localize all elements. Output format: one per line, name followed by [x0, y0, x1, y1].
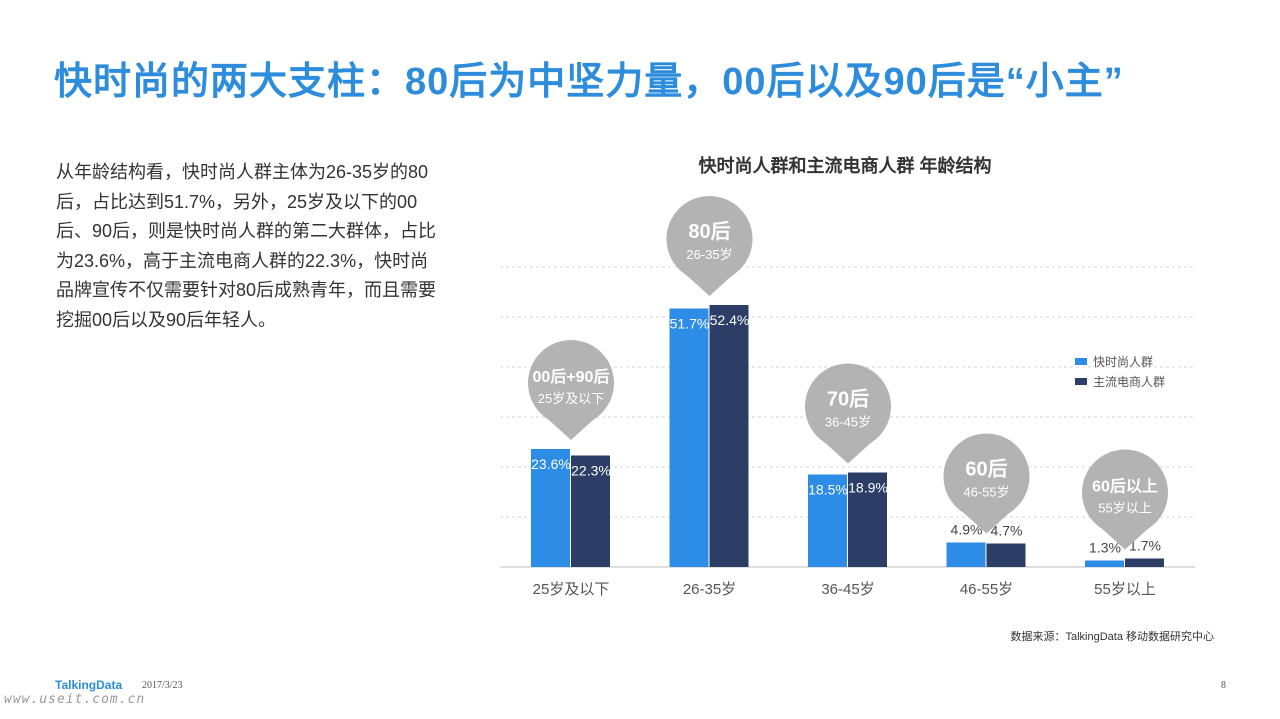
- chart-title: 快时尚人群和主流电商人群 年龄结构: [698, 156, 992, 176]
- data-label: 22.3%: [571, 463, 611, 479]
- annotation-sub: 55岁以上: [1098, 501, 1151, 516]
- data-label: 1.7%: [1129, 538, 1161, 554]
- legend-swatch: [1075, 378, 1087, 385]
- annotation-sub: 46-55岁: [963, 485, 1009, 500]
- talkingdata-logo: TalkingData: [55, 678, 123, 692]
- legend-label: 主流电商人群: [1093, 374, 1165, 389]
- bar-fast-fashion: [531, 449, 570, 567]
- x-tick-label: 36-45岁: [821, 581, 874, 598]
- annotation-bubble: [666, 196, 753, 282]
- annotation-bubble: [1082, 449, 1168, 536]
- data-label: 4.7%: [991, 523, 1023, 539]
- watermark: www.useit.com.cn: [4, 692, 146, 707]
- data-label: 23.6%: [531, 456, 571, 472]
- page-title: 快时尚的两大支柱：80后为中坚力量，00后以及90后是“小主”: [54, 61, 1124, 103]
- source-note: 数据来源：TalkingData 移动数据研究中心: [1010, 631, 1214, 643]
- bar-fast-fashion: [1085, 560, 1124, 567]
- footer-date: 2017/3/23: [142, 680, 183, 691]
- x-tick-label: 55岁以上: [1094, 581, 1156, 598]
- x-tick-label: 26-35岁: [683, 581, 736, 598]
- page-number: 8: [1221, 680, 1226, 691]
- bar-ecommerce: [571, 455, 610, 567]
- annotation-sub: 25岁及以下: [538, 391, 604, 406]
- bar-fast-fashion: [808, 474, 847, 567]
- bar-ecommerce: [1125, 558, 1164, 567]
- bar-fast-fashion: [946, 542, 986, 567]
- annotation-main: 60后以上: [1092, 478, 1158, 496]
- annotation-main: 00后+90后: [533, 368, 610, 386]
- x-tick-label: 46-55岁: [960, 581, 1013, 598]
- data-label: 51.7%: [670, 316, 710, 332]
- bar-ecommerce: [709, 305, 749, 567]
- annotation-bubble: [943, 433, 1030, 520]
- data-label: 18.9%: [848, 480, 888, 496]
- bar-ecommerce: [986, 543, 1026, 567]
- annotation-main: 80后: [688, 220, 730, 243]
- body-text: 从年龄结构看，快时尚人群主体为26-35岁的80后，占比达到51.7%，另外，2…: [56, 162, 437, 330]
- bar-fast-fashion: [669, 308, 709, 567]
- data-label: 18.5%: [808, 482, 848, 498]
- annotation-main: 60后: [965, 458, 1007, 481]
- annotation-bubble: [805, 363, 891, 450]
- data-label: 1.3%: [1089, 540, 1121, 556]
- annotation-sub: 36-45岁: [825, 415, 871, 430]
- legend-swatch: [1075, 358, 1087, 365]
- legend-label: 快时尚人群: [1093, 355, 1153, 369]
- annotation-main: 70后: [827, 388, 869, 411]
- annotation-bubble: [528, 340, 614, 426]
- bar-ecommerce: [848, 472, 887, 567]
- x-tick-label: 25岁及以下: [533, 581, 610, 598]
- annotation-sub: 26-35岁: [686, 247, 732, 262]
- data-label: 52.4%: [710, 312, 750, 328]
- data-label: 4.9%: [951, 522, 983, 538]
